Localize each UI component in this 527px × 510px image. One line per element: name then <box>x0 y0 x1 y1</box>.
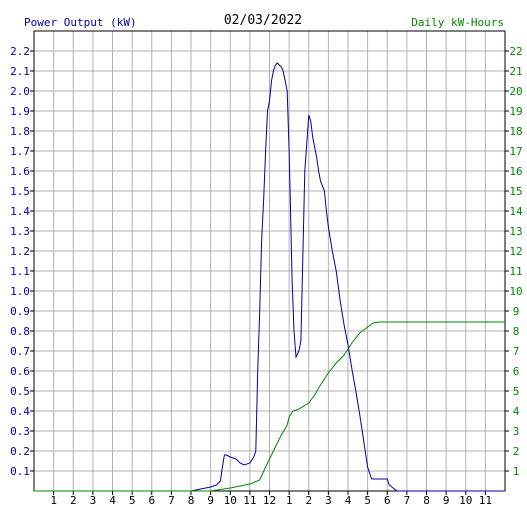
left-tick-label: 2.0 <box>10 85 30 98</box>
x-tick-label: 1 <box>286 494 293 507</box>
x-tick-label: 2 <box>305 494 312 507</box>
right-tick-label: 11 <box>509 265 522 278</box>
right-tick-label: 12 <box>509 245 522 258</box>
x-tick-label: 10 <box>224 494 237 507</box>
x-tick-label: 11 <box>479 494 492 507</box>
right-tick-label: 16 <box>509 165 522 178</box>
x-tick-label: 6 <box>148 494 155 507</box>
left-tick-label: 1.4 <box>10 205 30 218</box>
left-tick-label: 0.9 <box>10 305 30 318</box>
right-tick-label: 19 <box>509 105 522 118</box>
x-tick-label: 11 <box>243 494 256 507</box>
left-tick-label: 2.2 <box>10 45 30 58</box>
right-tick-label: 13 <box>509 225 522 238</box>
right-tick-label: 22 <box>509 45 522 58</box>
right-tick-label: 10 <box>509 285 522 298</box>
left-tick-label: 2.1 <box>10 65 30 78</box>
x-tick-label: 10 <box>459 494 472 507</box>
left-tick-label: 0.7 <box>10 345 30 358</box>
right-tick-label: 8 <box>513 325 520 338</box>
left-tick-label: 1.0 <box>10 285 30 298</box>
left-tick-label: 0.8 <box>10 325 30 338</box>
series-lines <box>34 62 505 492</box>
right-tick-label: 9 <box>513 305 520 318</box>
x-tick-label: 2 <box>70 494 77 507</box>
right-axis-label: Daily kW-Hours <box>411 16 504 29</box>
right-tick-label: 3 <box>513 425 520 438</box>
left-axis-label: Power Output (kW) <box>24 16 137 29</box>
x-tick-label: 7 <box>404 494 411 507</box>
left-tick-label: 1.2 <box>10 245 30 258</box>
left-axis: 0.1 0.2 0.3 0.4 0.5 0.6 0.7 0.8 0.9 1.0 1.1 1.2 1.3 1… <box>10 45 34 478</box>
right-tick-label: 7 <box>513 345 520 358</box>
right-tick-label: 14 <box>509 205 523 218</box>
chart-title: 02/03/2022 <box>224 13 302 28</box>
right-tick-label: 21 <box>509 65 522 78</box>
power-output-line <box>34 62 505 492</box>
x-tick-label: 3 <box>325 494 332 507</box>
left-tick-label: 1.6 <box>10 165 30 178</box>
left-tick-label: 1.8 <box>10 125 30 138</box>
left-tick-label: 1.1 <box>10 265 30 278</box>
right-tick-label: 4 <box>513 405 520 418</box>
right-tick-label: 20 <box>509 85 522 98</box>
right-tick-label: 18 <box>509 125 522 138</box>
right-tick-label: 17 <box>509 145 522 158</box>
x-tick-label: 5 <box>364 494 371 507</box>
left-tick-label: 0.3 <box>10 425 30 438</box>
left-tick-label: 0.4 <box>10 405 30 418</box>
x-tick-label: 12 <box>263 494 276 507</box>
x-tick-label: 5 <box>129 494 136 507</box>
right-tick-label: 5 <box>513 385 520 398</box>
daily-kwh-line <box>34 321 505 492</box>
left-tick-label: 1.9 <box>10 105 30 118</box>
x-tick-label: 4 <box>109 494 116 507</box>
left-tick-label: 1.5 <box>10 185 30 198</box>
grid <box>34 31 505 491</box>
x-axis: 1 2 3 4 5 6 7 8 9 10 11 12 1 2 3 4 5 6 7 8 9 10 11 <box>50 491 492 507</box>
left-tick-label: 1.3 <box>10 225 30 238</box>
x-tick-label: 8 <box>188 494 195 507</box>
x-tick-label: 4 <box>345 494 352 507</box>
x-tick-label: 1 <box>50 494 57 507</box>
x-tick-label: 7 <box>168 494 175 507</box>
left-tick-label: 0.1 <box>10 465 30 478</box>
x-tick-label: 3 <box>90 494 97 507</box>
x-tick-label: 9 <box>207 494 214 507</box>
x-tick-label: 8 <box>423 494 430 507</box>
x-tick-label: 9 <box>443 494 450 507</box>
left-tick-label: 1.7 <box>10 145 30 158</box>
right-tick-label: 1 <box>513 465 520 478</box>
x-tick-label: 6 <box>384 494 391 507</box>
right-tick-label: 15 <box>509 185 522 198</box>
right-tick-label: 2 <box>513 445 520 458</box>
left-tick-label: 0.5 <box>10 385 30 398</box>
left-tick-label: 0.2 <box>10 445 30 458</box>
left-tick-label: 0.6 <box>10 365 30 378</box>
right-tick-label: 6 <box>513 365 520 378</box>
